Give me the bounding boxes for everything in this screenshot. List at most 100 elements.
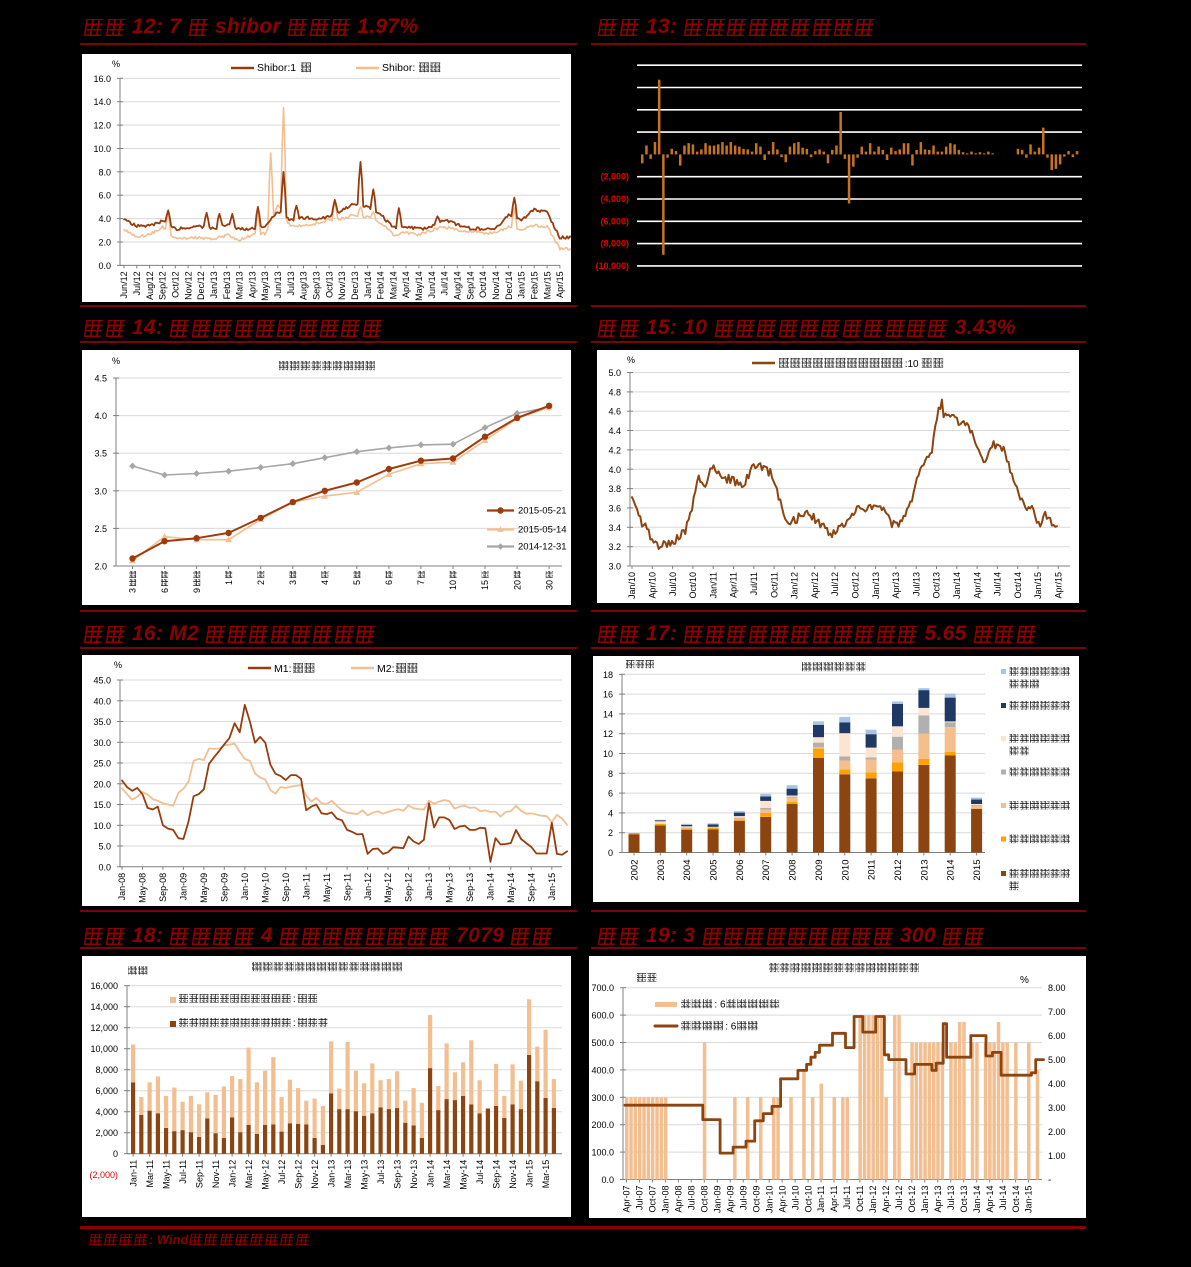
svg-text:2015-05-21: 2015-05-21 (518, 506, 567, 517)
svg-text:30: 30 (544, 580, 554, 590)
svg-text:Jan-10: Jan-10 (240, 873, 250, 901)
svg-text:14.0: 14.0 (93, 97, 111, 107)
svg-text:Mar-12: Mar-12 (244, 1160, 254, 1189)
svg-text:200.0: 200.0 (591, 1120, 614, 1130)
svg-text:500.0: 500.0 (591, 1038, 614, 1048)
svg-text:Oct-07: Oct-07 (648, 1186, 658, 1213)
svg-text:20.0: 20.0 (93, 779, 111, 789)
svg-text:Jan/13: Jan/13 (209, 271, 219, 298)
svg-text:Oct-08: Oct-08 (700, 1186, 710, 1213)
svg-text:3.8: 3.8 (608, 484, 621, 494)
svg-text:Jan-14: Jan-14 (425, 1160, 435, 1188)
svg-text:Jan/15: Jan/15 (1033, 572, 1043, 599)
svg-text:Jan/10: Jan/10 (627, 572, 637, 599)
svg-text:4.0: 4.0 (94, 411, 107, 421)
svg-text:8,000: 8,000 (95, 1065, 118, 1075)
svg-text:Jun/14: Jun/14 (427, 271, 437, 298)
svg-text:Jun/13: Jun/13 (273, 271, 283, 298)
svg-text:6: 6 (160, 588, 170, 593)
svg-text:7.00: 7.00 (1048, 1007, 1066, 1017)
svg-text:10: 10 (448, 580, 458, 590)
svg-text:20: 20 (512, 580, 522, 590)
svg-text:1: 1 (224, 580, 234, 585)
svg-text:Mar-15: Mar-15 (541, 1160, 551, 1189)
svg-text:Mar-14: Mar-14 (442, 1160, 452, 1189)
svg-text:3.0: 3.0 (94, 486, 107, 496)
svg-text:Apr-07: Apr-07 (622, 1186, 632, 1213)
svg-text:: 6: : 6 (725, 1022, 737, 1033)
svg-text:9: 9 (192, 588, 202, 593)
svg-text:Jan-15: Jan-15 (524, 1160, 534, 1188)
svg-text:Apr/11: Apr/11 (729, 572, 739, 598)
svg-text:%: % (114, 660, 122, 670)
svg-text:8.0: 8.0 (98, 167, 111, 177)
svg-text:Oct/12: Oct/12 (171, 271, 181, 298)
svg-text:Jul/13: Jul/13 (286, 271, 296, 295)
svg-text:4.0: 4.0 (608, 465, 621, 475)
svg-text:Jul-07: Jul-07 (635, 1186, 645, 1211)
svg-text:Sep-13: Sep-13 (465, 873, 475, 902)
svg-text:14: 14 (603, 709, 613, 719)
svg-text:Oct/14: Oct/14 (478, 271, 488, 298)
svg-text:0.0: 0.0 (601, 1175, 614, 1185)
svg-text:%: % (1020, 975, 1029, 986)
svg-text:3.6: 3.6 (608, 503, 621, 513)
svg-text:Jul-11: Jul-11 (842, 1186, 852, 1210)
svg-text::: : (293, 994, 296, 1005)
svg-text:0: 0 (113, 1149, 118, 1159)
svg-text:2009: 2009 (814, 860, 825, 881)
svg-text:4.0: 4.0 (98, 214, 111, 224)
svg-text:Apr/10: Apr/10 (648, 572, 658, 599)
svg-text:2015-05-14: 2015-05-14 (518, 525, 567, 536)
svg-text:5.0: 5.0 (608, 368, 621, 378)
svg-text:May-12: May-12 (383, 873, 393, 903)
svg-text:2014: 2014 (946, 860, 957, 881)
svg-text:2003: 2003 (656, 860, 667, 881)
svg-text:2014-12-31: 2014-12-31 (518, 542, 567, 553)
svg-text:Mar-13: Mar-13 (343, 1160, 353, 1189)
svg-text:Jan-14: Jan-14 (486, 873, 496, 901)
svg-text:3.2: 3.2 (608, 542, 621, 552)
svg-text:Jul-12: Jul-12 (277, 1160, 287, 1185)
svg-text:6: 6 (608, 789, 613, 799)
svg-text:%: % (112, 356, 120, 366)
svg-text:May-14: May-14 (458, 1160, 468, 1190)
svg-text:0: 0 (608, 848, 613, 858)
svg-text:3: 3 (288, 580, 298, 585)
svg-text:Apr/15: Apr/15 (1054, 572, 1064, 599)
svg-text:Jan-11: Jan-11 (301, 873, 311, 900)
svg-text:25.0: 25.0 (93, 759, 111, 769)
svg-text:Sep-10: Sep-10 (281, 873, 291, 902)
svg-text:Sep-14: Sep-14 (491, 1160, 501, 1189)
svg-text:Jan-12: Jan-12 (227, 1160, 237, 1188)
svg-text:2.0: 2.0 (98, 238, 111, 248)
svg-text:M2:: M2: (377, 663, 395, 675)
svg-text:Jul-14: Jul-14 (998, 1186, 1008, 1211)
svg-text:(10,000): (10,000) (595, 261, 629, 271)
svg-text:35.0: 35.0 (93, 717, 111, 727)
svg-text:Oct/12: Oct/12 (851, 572, 861, 599)
svg-text:Jan-09: Jan-09 (713, 1186, 723, 1214)
svg-text:Mar/14: Mar/14 (388, 271, 398, 299)
svg-text:10,000: 10,000 (90, 1044, 118, 1054)
svg-text:Apr/12: Apr/12 (810, 572, 820, 599)
svg-text:16,000: 16,000 (90, 981, 118, 991)
svg-text:10.0: 10.0 (93, 821, 111, 831)
svg-text:Mar/15: Mar/15 (542, 271, 552, 299)
svg-text:2008: 2008 (788, 860, 799, 881)
svg-text:Dec/12: Dec/12 (196, 271, 206, 300)
svg-text::: : (293, 1018, 296, 1029)
svg-text:Jan-11: Jan-11 (816, 1186, 826, 1213)
svg-text:4: 4 (320, 580, 330, 585)
svg-text:3.5: 3.5 (94, 449, 107, 459)
svg-text:10.0: 10.0 (93, 144, 111, 154)
svg-text:Jan-08: Jan-08 (661, 1186, 671, 1214)
svg-text:Jan/14: Jan/14 (363, 271, 373, 298)
svg-text:12.0: 12.0 (93, 121, 111, 131)
svg-text:Aug/13: Aug/13 (299, 271, 309, 300)
svg-text:12: 12 (603, 729, 613, 739)
svg-text:Sep-11: Sep-11 (342, 873, 352, 901)
svg-text:Jan-10: Jan-10 (764, 1186, 774, 1214)
svg-text:2: 2 (608, 828, 613, 838)
svg-text:3: 3 (128, 588, 138, 593)
